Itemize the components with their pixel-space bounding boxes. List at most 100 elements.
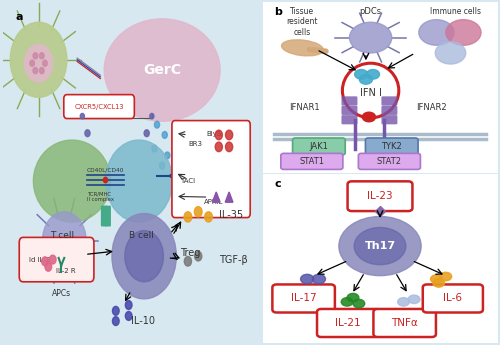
Circle shape (112, 306, 119, 315)
Text: GerC: GerC (143, 63, 181, 77)
FancyBboxPatch shape (281, 154, 343, 169)
Circle shape (42, 60, 48, 66)
FancyBboxPatch shape (348, 181, 412, 211)
Circle shape (42, 212, 86, 270)
FancyBboxPatch shape (317, 309, 380, 337)
Circle shape (215, 130, 222, 140)
Polygon shape (225, 192, 233, 202)
Circle shape (33, 53, 38, 59)
FancyBboxPatch shape (272, 284, 335, 313)
Circle shape (126, 312, 132, 321)
FancyBboxPatch shape (104, 206, 111, 226)
Circle shape (24, 45, 52, 82)
FancyBboxPatch shape (172, 121, 250, 218)
Text: B cell: B cell (129, 230, 154, 239)
Circle shape (339, 217, 421, 276)
Ellipse shape (342, 63, 399, 118)
Circle shape (150, 114, 154, 119)
Circle shape (215, 142, 222, 152)
Text: STAT1: STAT1 (300, 157, 324, 166)
Text: pDCs: pDCs (360, 7, 382, 16)
FancyBboxPatch shape (382, 106, 398, 115)
Circle shape (184, 212, 192, 222)
Circle shape (194, 207, 202, 217)
FancyBboxPatch shape (19, 237, 94, 282)
FancyBboxPatch shape (342, 115, 357, 124)
Circle shape (112, 214, 176, 299)
Circle shape (126, 300, 132, 309)
Text: TGF-β: TGF-β (219, 255, 248, 265)
Circle shape (10, 22, 67, 97)
Text: BR3: BR3 (188, 141, 202, 148)
Text: Immune cells: Immune cells (430, 7, 480, 16)
Circle shape (42, 257, 48, 266)
Text: Tissue
resident
cells: Tissue resident cells (286, 7, 318, 37)
Circle shape (341, 298, 353, 306)
Text: APRIL: APRIL (204, 198, 224, 205)
FancyBboxPatch shape (0, 0, 264, 345)
Circle shape (194, 252, 202, 261)
Circle shape (354, 227, 406, 265)
Circle shape (350, 22, 392, 53)
FancyBboxPatch shape (374, 309, 436, 337)
Text: JAK1: JAK1 (310, 142, 328, 151)
Text: APCs: APCs (52, 289, 72, 298)
Text: IFN I: IFN I (360, 88, 382, 98)
FancyBboxPatch shape (423, 284, 483, 313)
Circle shape (433, 279, 444, 287)
Circle shape (30, 60, 34, 66)
Circle shape (40, 53, 44, 59)
Circle shape (347, 293, 359, 302)
Text: TYK2: TYK2 (382, 142, 402, 151)
Ellipse shape (34, 140, 110, 222)
Ellipse shape (104, 19, 220, 121)
Text: IL-23: IL-23 (367, 191, 393, 201)
FancyBboxPatch shape (259, 172, 500, 345)
Text: IFNAR2: IFNAR2 (416, 103, 447, 112)
Circle shape (398, 298, 409, 306)
FancyBboxPatch shape (382, 96, 398, 106)
FancyBboxPatch shape (342, 96, 357, 106)
Circle shape (435, 42, 466, 64)
Text: TNFα: TNFα (392, 318, 418, 328)
Text: STAT2: STAT2 (377, 157, 402, 166)
Circle shape (408, 295, 420, 304)
FancyBboxPatch shape (366, 138, 418, 155)
Circle shape (33, 68, 38, 74)
Text: BlyS: BlyS (206, 131, 222, 137)
Text: IL-21: IL-21 (336, 318, 361, 328)
Polygon shape (212, 192, 220, 202)
Circle shape (360, 75, 372, 84)
Circle shape (353, 299, 364, 308)
Text: b: b (274, 7, 282, 17)
Circle shape (446, 20, 481, 45)
Text: Th17: Th17 (364, 241, 396, 251)
Text: c: c (274, 179, 281, 189)
Text: a: a (16, 12, 23, 22)
Text: IL-6: IL-6 (444, 294, 462, 304)
Ellipse shape (106, 140, 172, 222)
Circle shape (154, 121, 160, 128)
FancyBboxPatch shape (358, 154, 420, 169)
Circle shape (430, 275, 442, 283)
Ellipse shape (282, 40, 324, 56)
Circle shape (300, 274, 314, 284)
Text: IL-2 R: IL-2 R (56, 268, 76, 274)
FancyBboxPatch shape (292, 138, 345, 155)
Circle shape (362, 112, 376, 122)
Circle shape (125, 230, 164, 282)
Text: Treg: Treg (180, 248, 201, 258)
Text: IL-35: IL-35 (219, 210, 243, 220)
Circle shape (164, 152, 170, 159)
Circle shape (440, 272, 452, 281)
Circle shape (45, 262, 52, 271)
FancyBboxPatch shape (101, 206, 107, 226)
Text: IFNAR1: IFNAR1 (290, 103, 320, 112)
Circle shape (226, 142, 232, 152)
Circle shape (354, 70, 368, 79)
Text: Id IL-2: Id IL-2 (29, 257, 50, 263)
FancyBboxPatch shape (259, 0, 500, 175)
Circle shape (312, 274, 326, 284)
Text: IL-17: IL-17 (291, 294, 316, 304)
Circle shape (50, 255, 56, 264)
